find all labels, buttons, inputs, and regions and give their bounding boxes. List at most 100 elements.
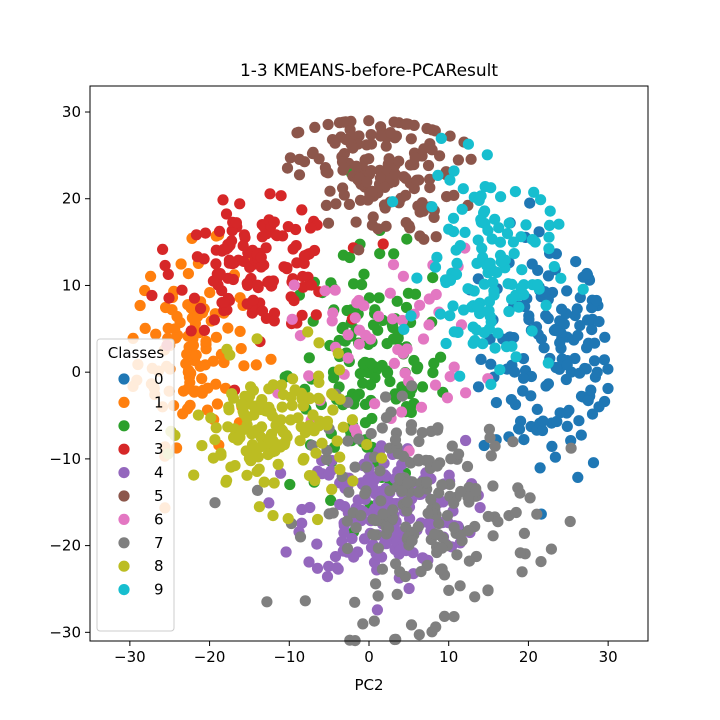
point-class-3	[305, 222, 317, 234]
point-class-7	[359, 488, 371, 500]
point-class-6	[460, 387, 472, 399]
point-class-0	[561, 359, 573, 371]
point-class-3	[268, 307, 281, 319]
point-class-9	[507, 236, 519, 248]
point-class-2	[388, 248, 400, 260]
point-class-4	[403, 582, 415, 595]
point-class-8	[243, 452, 255, 464]
point-class-7	[369, 514, 382, 527]
point-class-0	[526, 258, 538, 270]
point-class-5	[388, 116, 400, 128]
y-tick-label: 0	[71, 363, 81, 381]
point-class-8	[347, 475, 359, 487]
point-class-8	[334, 463, 346, 476]
point-class-7	[483, 423, 495, 435]
point-class-1	[200, 335, 212, 347]
point-class-1	[150, 328, 162, 340]
point-class-4	[338, 527, 350, 539]
point-class-7	[454, 580, 466, 592]
point-class-3	[188, 292, 201, 304]
point-class-4	[443, 469, 455, 481]
point-class-5	[408, 119, 420, 131]
point-class-6	[417, 333, 430, 345]
point-class-7	[492, 516, 504, 528]
point-class-5	[414, 206, 426, 218]
point-class-8	[321, 415, 334, 427]
point-class-8	[306, 470, 318, 482]
point-class-9	[479, 181, 491, 193]
point-class-7	[413, 629, 425, 641]
point-class-3	[252, 279, 264, 291]
point-class-5	[319, 162, 331, 174]
point-class-5	[374, 172, 386, 184]
point-class-6	[423, 319, 435, 331]
point-class-0	[554, 337, 566, 349]
point-class-8	[255, 441, 267, 453]
point-class-3	[241, 277, 253, 290]
point-class-7	[375, 495, 387, 507]
point-class-6	[349, 423, 361, 435]
point-class-5	[329, 137, 341, 149]
point-class-9	[535, 194, 547, 206]
point-class-0	[549, 451, 562, 463]
legend-label-8: 8	[154, 557, 164, 575]
point-class-1	[185, 367, 197, 379]
point-class-3	[296, 204, 308, 216]
point-class-8	[196, 440, 208, 452]
point-class-7	[353, 433, 365, 445]
point-class-7	[448, 611, 460, 623]
legend-frame	[96, 338, 175, 632]
point-class-1	[234, 325, 246, 337]
point-class-5	[416, 197, 428, 209]
point-class-9	[555, 272, 567, 284]
point-class-7	[524, 492, 536, 504]
point-class-9	[485, 378, 497, 390]
point-class-5	[434, 150, 446, 162]
point-class-5	[452, 154, 464, 166]
point-class-7	[436, 542, 448, 554]
point-class-3	[218, 243, 230, 256]
point-class-3	[268, 315, 280, 327]
point-class-2	[391, 295, 403, 307]
point-class-9	[493, 222, 505, 234]
point-class-2	[344, 251, 356, 264]
point-class-1	[187, 339, 199, 351]
point-class-7	[487, 530, 499, 542]
point-class-7	[377, 508, 389, 520]
legend-marker-1	[118, 396, 130, 408]
point-class-5	[284, 152, 296, 164]
point-class-9	[387, 196, 399, 208]
point-class-7	[383, 523, 395, 535]
point-class-7	[294, 531, 307, 543]
point-class-5	[367, 211, 379, 223]
point-class-4	[311, 538, 323, 550]
point-class-0	[569, 352, 581, 365]
point-class-7	[355, 509, 367, 522]
point-class-0	[586, 408, 599, 420]
point-class-7	[401, 505, 413, 517]
y-tick-label: 20	[62, 190, 81, 208]
point-class-0	[587, 457, 600, 469]
point-class-8	[304, 393, 316, 405]
point-class-8	[246, 428, 258, 440]
point-class-7	[484, 432, 496, 444]
point-class-8	[276, 424, 288, 436]
point-class-8	[192, 409, 204, 421]
point-class-9	[482, 224, 494, 236]
point-class-7	[446, 440, 458, 452]
point-class-6	[349, 312, 361, 324]
point-class-5	[365, 129, 377, 141]
point-class-9	[451, 257, 463, 269]
point-class-7	[397, 450, 409, 462]
point-class-3	[288, 295, 300, 307]
point-class-7	[413, 435, 425, 448]
point-class-9	[456, 203, 468, 215]
point-class-4	[311, 562, 324, 574]
point-class-7	[389, 633, 401, 646]
point-class-7	[376, 563, 388, 575]
point-class-5	[430, 231, 442, 243]
point-class-5	[354, 194, 367, 206]
point-class-5	[421, 122, 433, 135]
point-class-6	[353, 338, 365, 350]
point-class-3	[297, 281, 309, 293]
